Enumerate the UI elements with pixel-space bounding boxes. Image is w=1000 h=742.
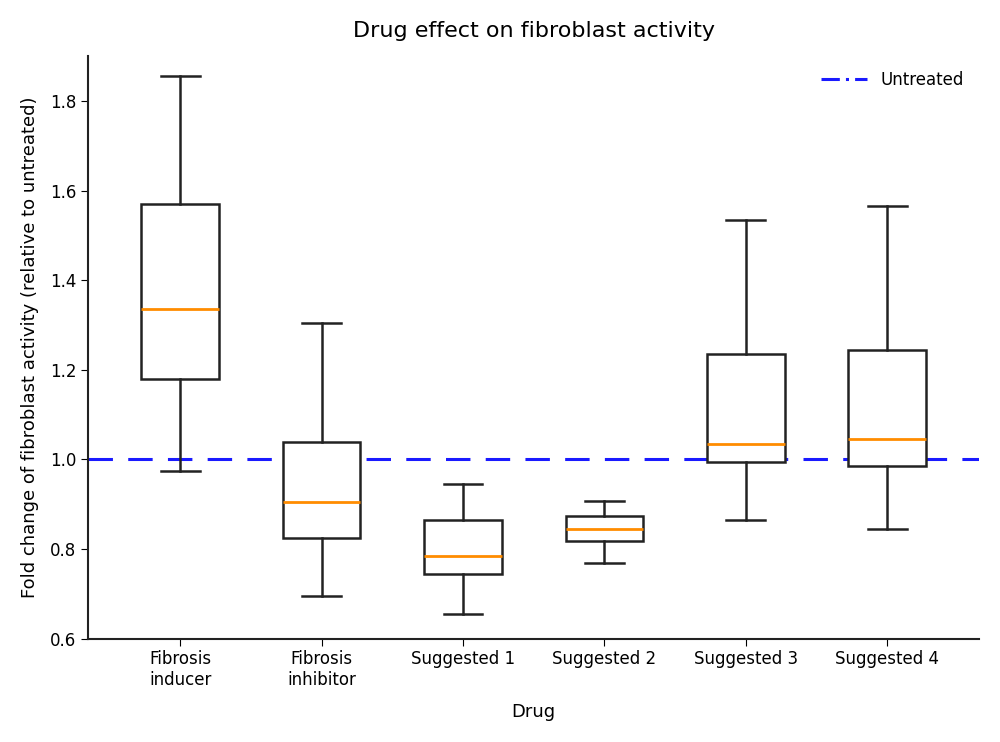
Title: Drug effect on fibroblast activity: Drug effect on fibroblast activity	[353, 21, 715, 41]
PathPatch shape	[141, 204, 219, 379]
Legend: Untreated: Untreated	[814, 65, 971, 96]
Y-axis label: Fold change of fibroblast activity (relative to untreated): Fold change of fibroblast activity (rela…	[21, 96, 39, 598]
PathPatch shape	[566, 516, 643, 541]
PathPatch shape	[283, 441, 360, 538]
X-axis label: Drug: Drug	[512, 703, 556, 721]
PathPatch shape	[424, 520, 502, 574]
PathPatch shape	[848, 349, 926, 466]
PathPatch shape	[707, 354, 785, 462]
